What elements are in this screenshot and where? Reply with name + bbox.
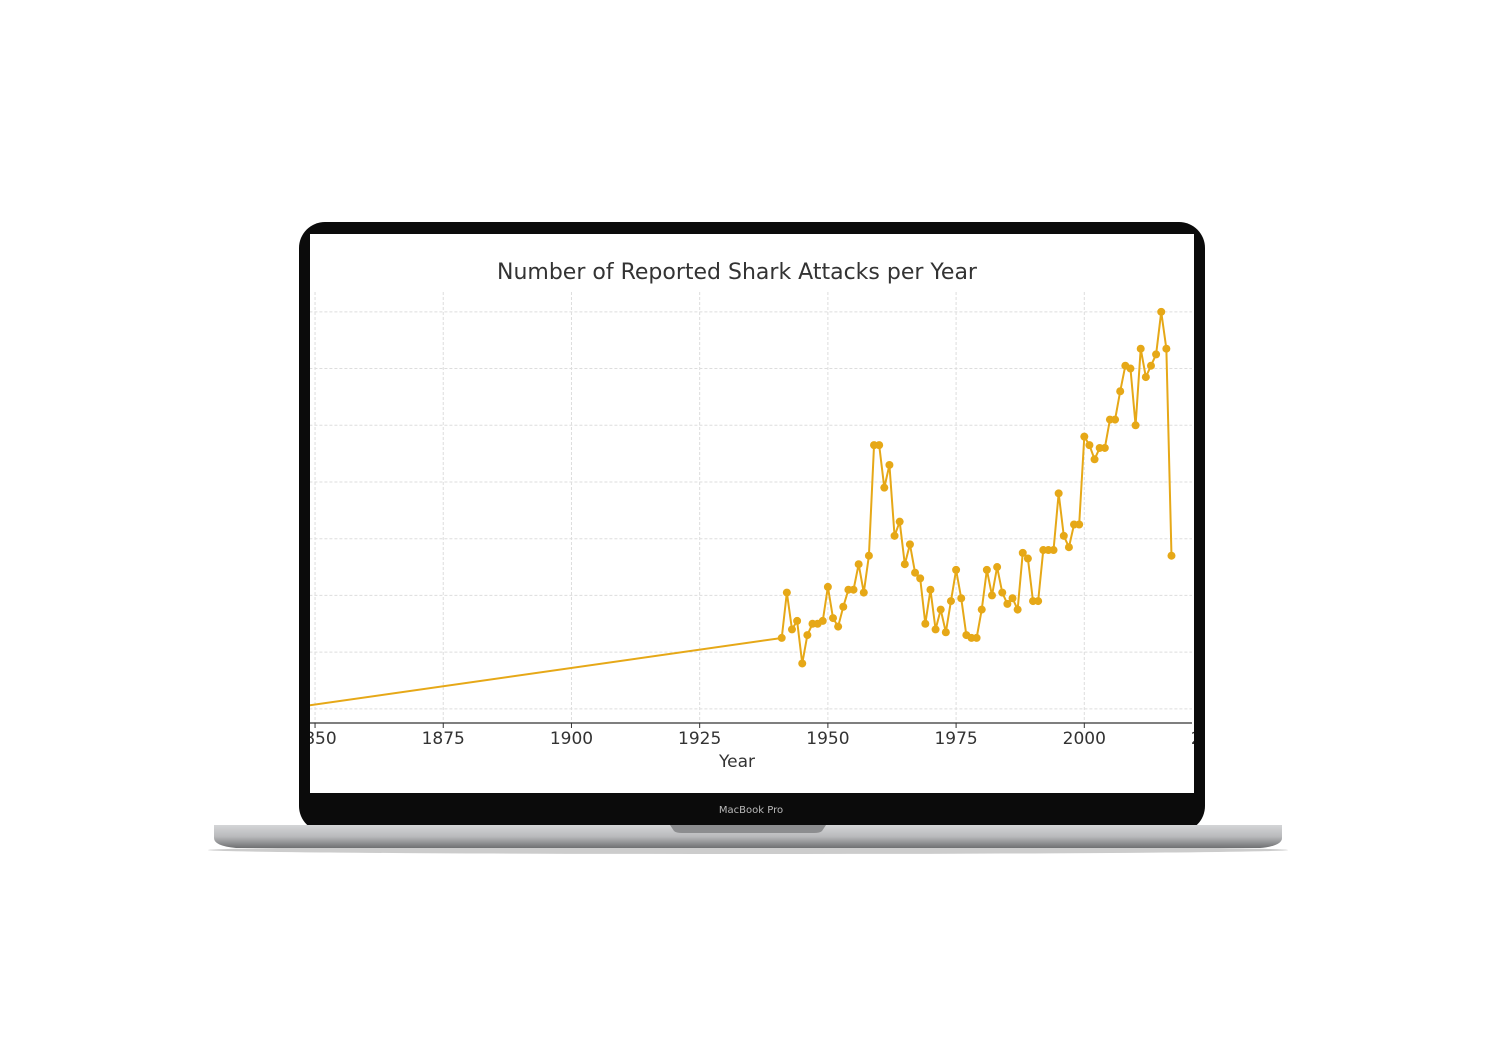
notch — [670, 825, 826, 833]
data-point — [1146, 361, 1155, 370]
data-point — [1013, 605, 1022, 614]
data-point — [977, 605, 986, 614]
data-point — [1162, 344, 1171, 353]
data-point — [952, 565, 961, 574]
data-point — [905, 540, 914, 549]
data-point — [793, 616, 802, 625]
x-tick-label: 1975 — [934, 729, 977, 749]
data-point — [1080, 432, 1089, 441]
data-point — [1023, 554, 1032, 563]
x-tick-label: 1950 — [806, 729, 849, 749]
data-point — [1136, 344, 1145, 353]
data-point — [911, 568, 920, 577]
data-point — [957, 594, 966, 603]
data-point — [987, 591, 996, 600]
data-point — [839, 602, 848, 611]
screen — [310, 234, 1194, 793]
data-point — [1054, 489, 1063, 498]
data-point — [864, 551, 873, 560]
chart-title: Number of Reported Shark Attacks per Yea… — [497, 260, 978, 285]
data-point — [941, 628, 950, 637]
data-point — [885, 460, 894, 469]
data-point — [1003, 599, 1012, 608]
data-point — [1157, 307, 1166, 316]
laptop-base — [214, 825, 1282, 848]
data-point — [1034, 597, 1043, 606]
data-point — [1085, 441, 1094, 450]
x-tick-label: 1900 — [550, 729, 593, 749]
x-tick-label: 1875 — [422, 729, 465, 749]
data-point — [890, 531, 899, 540]
data-point — [895, 517, 904, 526]
data-point — [982, 565, 991, 574]
data-point — [854, 560, 863, 569]
data-point — [1090, 455, 1099, 464]
data-point — [1064, 543, 1073, 552]
data-point — [1167, 551, 1176, 560]
data-point — [1141, 373, 1150, 382]
data-point — [921, 619, 930, 628]
y-tick-label: 60 — [260, 529, 282, 549]
y-tick-label: 40 — [260, 585, 282, 605]
data-point — [916, 574, 925, 583]
data-point — [880, 483, 889, 492]
data-point — [1008, 594, 1017, 603]
data-point — [1152, 350, 1161, 359]
data-point — [777, 633, 786, 642]
x-tick-label: 1925 — [678, 729, 721, 749]
data-point — [1111, 415, 1120, 424]
data-point — [1100, 443, 1109, 452]
y-tick-label: 0 — [271, 699, 282, 719]
x-tick-label: 2025 — [1191, 729, 1234, 749]
device-label: MacBook Pro — [719, 805, 783, 816]
chart: Number of Reported Shark Attacks per Yea… — [249, 260, 1234, 772]
data-point — [818, 616, 827, 625]
data-point — [849, 585, 858, 594]
y-tick-label: 80 — [260, 472, 282, 492]
data-point — [936, 605, 945, 614]
data-point — [782, 588, 791, 597]
data-point — [998, 588, 1007, 597]
data-point — [1126, 364, 1135, 373]
y-tick-label: 140 — [249, 302, 281, 322]
data-point — [946, 597, 955, 606]
data-point — [900, 560, 909, 569]
data-point — [972, 633, 981, 642]
x-tick-label: 1850 — [293, 729, 336, 749]
data-point — [798, 659, 807, 668]
x-tick-label: 2000 — [1063, 729, 1106, 749]
data-point — [1018, 548, 1027, 557]
data-point — [823, 582, 832, 591]
data-point — [787, 625, 796, 634]
data-point — [803, 631, 812, 640]
y-tick-label: 100 — [249, 415, 281, 435]
data-point — [829, 614, 838, 623]
y-tick-label: 20 — [260, 642, 282, 662]
x-axis-label: Year — [718, 752, 755, 772]
data-point — [926, 585, 935, 594]
data-point — [931, 625, 940, 634]
data-point — [1116, 387, 1125, 396]
data-point — [1059, 531, 1068, 540]
data-point — [1131, 421, 1140, 430]
y-tick-label: 120 — [249, 359, 281, 379]
data-point — [993, 563, 1002, 572]
data-point — [1075, 520, 1084, 529]
data-point — [875, 441, 884, 450]
data-point — [859, 588, 868, 597]
data-point — [1049, 546, 1058, 555]
data-point — [834, 622, 843, 631]
